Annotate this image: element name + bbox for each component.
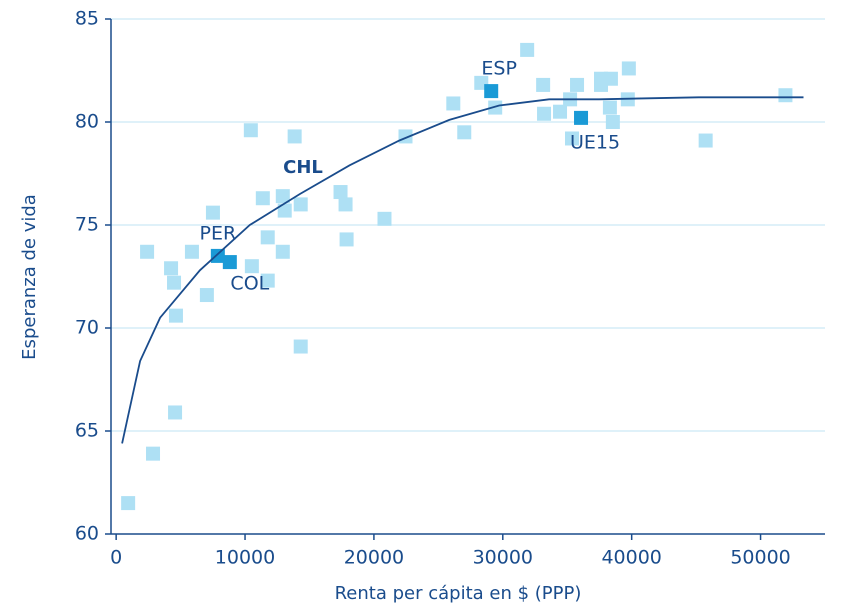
point	[243, 123, 258, 138]
point	[287, 129, 302, 144]
point	[167, 275, 182, 290]
point	[260, 273, 275, 288]
y-tick-label: 60	[75, 523, 99, 545]
point	[260, 230, 275, 245]
point-label: ESP	[481, 58, 517, 80]
point	[293, 197, 308, 212]
point	[339, 232, 354, 247]
point	[210, 248, 225, 263]
x-tick-label: 50000	[730, 547, 790, 569]
point	[520, 42, 535, 57]
point	[536, 77, 551, 92]
point	[377, 211, 392, 226]
y-tick-label: 85	[75, 8, 99, 30]
x-tick-label: 20000	[344, 547, 404, 569]
point	[168, 308, 183, 323]
y-tick-label: 75	[75, 214, 99, 236]
point	[168, 405, 183, 420]
point	[446, 96, 461, 111]
point	[164, 261, 179, 276]
x-axis-label: Renta per cápita en $ (PPP)	[335, 583, 582, 604]
point	[146, 446, 161, 461]
point	[255, 191, 270, 206]
point	[338, 197, 353, 212]
point	[621, 61, 636, 76]
point	[277, 203, 292, 218]
point	[244, 259, 259, 274]
point	[199, 288, 214, 303]
point	[537, 106, 552, 121]
x-tick-label: 40000	[601, 547, 661, 569]
trend-line	[121, 96, 804, 444]
point	[184, 244, 199, 259]
point	[140, 244, 155, 259]
point	[574, 110, 589, 125]
point-label: COL	[230, 273, 269, 295]
annotation: CHL	[283, 157, 323, 178]
point-label: PER	[200, 222, 237, 244]
point	[293, 339, 308, 354]
point	[484, 84, 499, 99]
point	[605, 115, 620, 129]
y-tick-label: 80	[75, 111, 99, 133]
x-tick-label: 0	[110, 547, 122, 569]
y-tick-label: 65	[75, 420, 99, 442]
y-axis-label: Esperanza de vida	[19, 194, 40, 360]
point	[602, 100, 617, 115]
point	[333, 185, 348, 200]
point	[205, 205, 220, 220]
point	[698, 133, 713, 148]
point	[570, 77, 585, 92]
point	[778, 88, 793, 103]
point	[275, 189, 290, 204]
x-tick-label: 10000	[215, 547, 275, 569]
x-tick-label: 30000	[473, 547, 533, 569]
point-label: UE15	[570, 131, 620, 153]
point	[275, 244, 290, 259]
point	[121, 496, 136, 511]
y-tick-label: 70	[75, 317, 99, 339]
point	[553, 104, 568, 119]
point	[222, 255, 237, 270]
point	[565, 131, 580, 146]
point	[594, 77, 609, 92]
point	[457, 125, 472, 140]
